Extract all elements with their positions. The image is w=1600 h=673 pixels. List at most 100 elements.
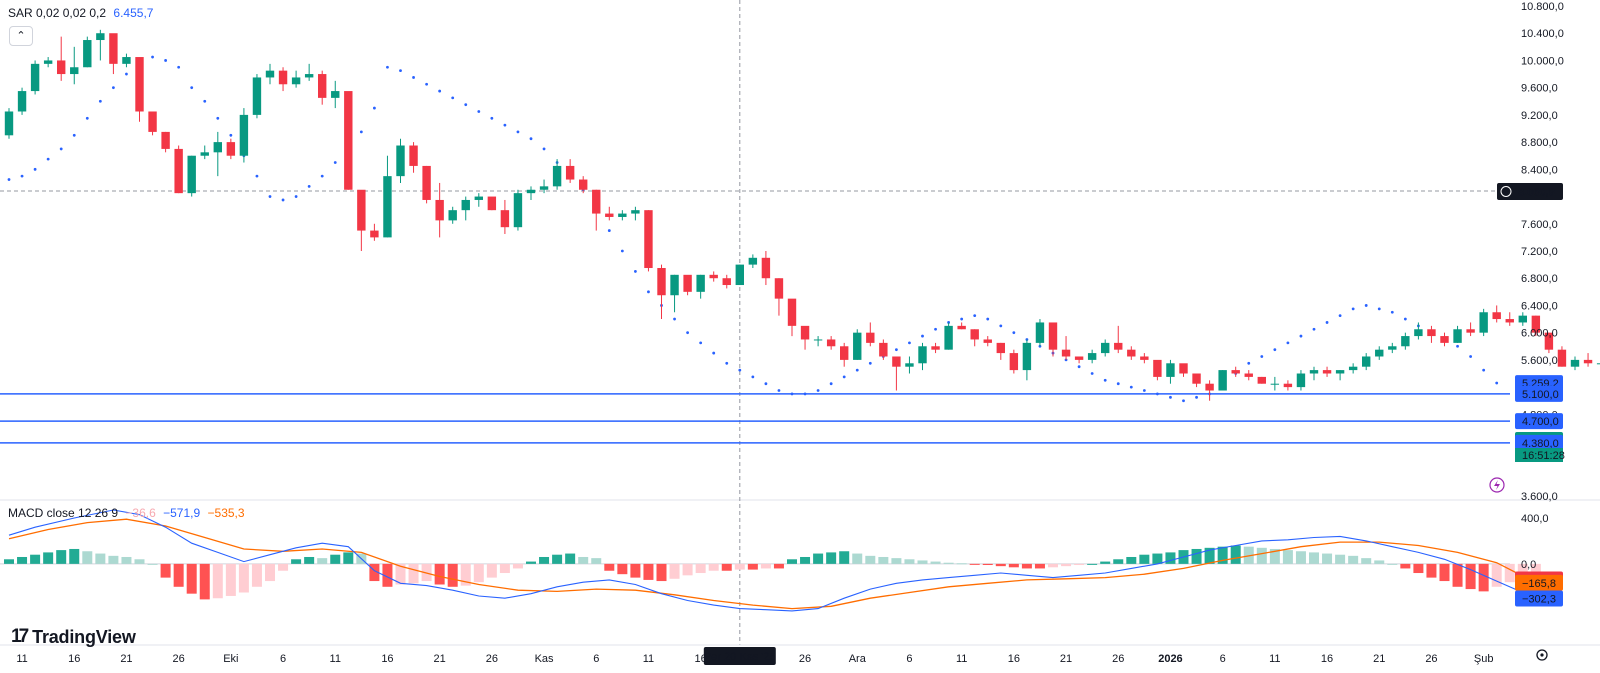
candle-down <box>318 74 327 98</box>
macd-histogram-bar <box>1335 554 1346 564</box>
macd-histogram-bar <box>317 558 328 564</box>
macd-histogram-bar <box>278 563 289 571</box>
candle-down <box>931 346 940 350</box>
macd-histogram-bar <box>695 563 706 574</box>
sar-dot <box>1142 389 1146 392</box>
macd-legend-signal: −535,3 <box>207 506 245 520</box>
macd-histogram-bar <box>473 563 484 583</box>
sar-dot <box>712 351 716 355</box>
candle-up <box>918 346 927 364</box>
candle-down <box>1440 336 1449 343</box>
sar-dot <box>333 161 337 164</box>
sar-dot <box>412 76 415 79</box>
candle-down <box>761 257 771 279</box>
time-axis-tick: 2026 <box>1158 653 1182 665</box>
macd-value-label: −302,3 <box>1522 594 1556 606</box>
time-axis-tick: Eki <box>223 653 238 665</box>
sar-dot <box>216 116 220 120</box>
sar-layer <box>7 55 1499 403</box>
macd-histogram-bar <box>1504 563 1515 583</box>
price-axis-tick: 5.600,0 <box>1521 355 1558 367</box>
macd-histogram-bar <box>108 555 119 564</box>
sar-dot <box>386 65 389 69</box>
macd-histogram-bar <box>813 553 824 564</box>
candle-up <box>1414 329 1423 337</box>
candle-up <box>1309 370 1319 374</box>
crosshair-date-label: Per 20 Kas '25 <box>704 651 776 663</box>
macd-histogram-bar <box>1387 563 1398 565</box>
sar-dot <box>425 82 428 86</box>
macd-histogram-bar <box>1322 553 1333 564</box>
candle-up <box>513 193 523 228</box>
sar-dot <box>490 116 494 120</box>
sar-dot <box>33 167 37 171</box>
macd-histogram-bar <box>1230 545 1241 564</box>
macd-histogram-bar <box>839 551 850 564</box>
candle-down <box>1557 349 1567 367</box>
macd-histogram-bar <box>1074 563 1085 566</box>
sar-dot <box>1377 307 1381 311</box>
macd-histogram-bar <box>1061 563 1072 567</box>
time-axis-tick: 6 <box>906 653 912 665</box>
candle-down <box>409 145 418 166</box>
sar-dot <box>451 96 455 100</box>
plus-icon: + <box>1503 186 1509 198</box>
sar-dot <box>673 317 676 321</box>
macd-value-label-bg <box>1515 590 1563 607</box>
candle-down <box>1114 342 1123 350</box>
macd-value-label: −165,8 <box>1522 578 1556 590</box>
sar-dot <box>151 55 154 59</box>
candle-up <box>1101 342 1110 354</box>
candle-up <box>239 114 249 156</box>
candle-down <box>57 60 66 75</box>
candle-down <box>1427 329 1436 337</box>
time-axis-tick: 21 <box>434 653 446 665</box>
candle-down <box>1140 356 1149 360</box>
macd-histogram-bar <box>251 563 262 587</box>
candle-up <box>265 70 275 78</box>
sar-dot <box>307 184 311 188</box>
macd-histogram-bar <box>212 563 223 599</box>
macd-legend[interactable]: MACD close 12 26 9 −36,6 −571,9 −535,3 <box>8 506 249 520</box>
sar-dot <box>164 59 168 62</box>
price-axis-tick: 8.400,0 <box>1521 164 1558 176</box>
time-axis-tick: 21 <box>120 653 132 665</box>
macd-histogram-bar <box>434 563 445 585</box>
sar-dot <box>516 130 520 134</box>
candle-up <box>1388 346 1397 350</box>
candle-down <box>1244 373 1253 377</box>
macd-histogram-bar <box>565 553 576 564</box>
sar-dot <box>1103 378 1107 382</box>
candle-down <box>370 230 379 238</box>
macd-histogram-bar <box>486 563 497 578</box>
macd-histogram-bar <box>1217 546 1228 564</box>
macd-histogram-bar <box>1021 563 1032 569</box>
countdown-bg <box>1515 447 1563 462</box>
macd-histogram-bar <box>1204 547 1215 564</box>
sar-dot <box>320 174 324 178</box>
macd-histogram-bar <box>160 563 171 578</box>
time-axis-tick: 26 <box>799 653 811 665</box>
sar-dot <box>399 69 402 73</box>
time-axis-tick: 16 <box>1008 653 1020 665</box>
chevron-up-icon[interactable]: ⌃ <box>9 26 33 46</box>
sar-dot <box>634 270 637 273</box>
sar-legend[interactable]: SAR 0,02 0,02 0,2 6.455,7 <box>8 6 157 20</box>
time-axis-tick: 11 <box>330 653 341 665</box>
candle-up <box>304 74 314 78</box>
macd-histogram-bar <box>1465 563 1476 590</box>
sar-dot <box>229 133 233 137</box>
sar-dot <box>855 368 859 372</box>
macd-histogram-bar <box>643 563 654 580</box>
crosshair-price-bg <box>1497 183 1563 200</box>
macd-histogram-bar <box>578 556 589 564</box>
macd-histogram-bar <box>1100 561 1111 564</box>
macd-histogram-bar <box>721 563 732 571</box>
sar-dot <box>1156 392 1159 396</box>
macd-histogram-bar <box>1426 563 1437 578</box>
sar-dot <box>1286 341 1290 345</box>
macd-histogram-bar <box>904 559 915 564</box>
tradingview-logo[interactable]: 17 TradingView <box>11 626 136 648</box>
macd-histogram-bar <box>891 558 902 564</box>
